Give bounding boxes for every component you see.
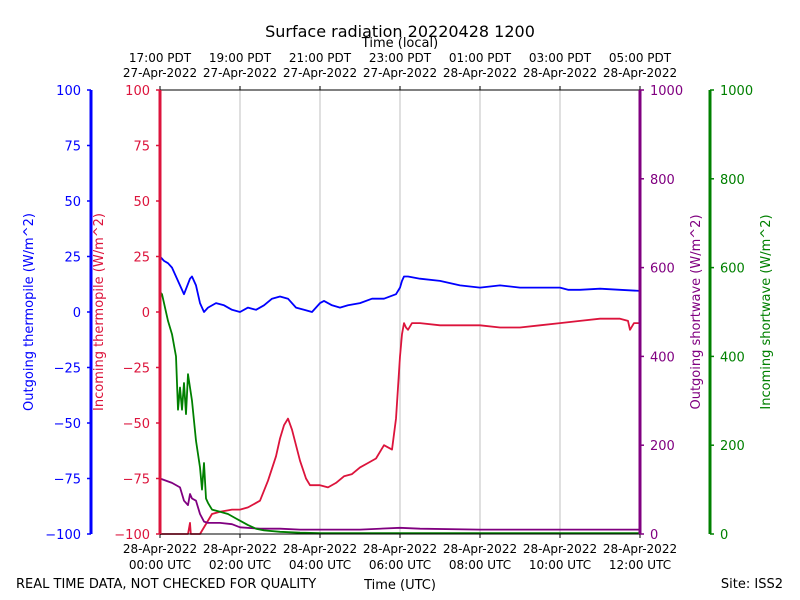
quality-disclaimer: REAL TIME DATA, NOT CHECKED FOR QUALITY: [16, 577, 316, 592]
chart-title: Surface radiation 20220428 1200: [265, 22, 535, 41]
x-tick-label-utc-date: 28-Apr-2022: [123, 542, 197, 556]
y-tick-label-outgoing-shortwave: 200: [650, 439, 675, 454]
y-tick-label-outgoing-shortwave: 600: [650, 262, 675, 277]
x-tick-label-utc-date: 28-Apr-2022: [203, 542, 277, 556]
x-tick-label-utc-date: 28-Apr-2022: [523, 542, 597, 556]
y-tick-label-outgoing-thermopile: 100: [56, 84, 81, 99]
series-incoming-shortwave: [159, 291, 640, 534]
x-tick-label-utc-time: 12:00 UTC: [609, 558, 671, 572]
y-axis-label-outgoing-thermopile: Outgoing thermopile (W/m^2): [22, 213, 37, 411]
y-tick-label-incoming-thermopile: 75: [133, 140, 150, 155]
x-tick-label-local-time: 05:00 PDT: [609, 51, 672, 65]
y-tick-label-outgoing-shortwave: 0: [650, 528, 658, 543]
top-axis-title: Time (local): [361, 36, 438, 51]
series-outgoing-shortwave: [159, 477, 640, 531]
x-tick-label-local-time: 23:00 PDT: [369, 51, 432, 65]
y-tick-label-incoming-shortwave: 400: [720, 350, 745, 365]
x-tick-label-local-date: 27-Apr-2022: [203, 66, 277, 80]
y-tick-label-incoming-thermopile: 25: [133, 251, 150, 266]
y-tick-label-outgoing-thermopile: −75: [54, 473, 81, 488]
x-tick-label-utc-time: 02:00 UTC: [209, 558, 271, 572]
x-tick-label-utc-time: 00:00 UTC: [129, 558, 191, 572]
series-incoming-thermopile: [160, 317, 640, 535]
x-tick-label-utc-time: 08:00 UTC: [449, 558, 511, 572]
y-tick-label-incoming-thermopile: −50: [123, 417, 150, 432]
x-tick-label-utc-date: 28-Apr-2022: [283, 542, 357, 556]
series-outgoing-thermopile: [159, 255, 641, 313]
y-tick-label-incoming-thermopile: 100: [125, 84, 150, 99]
y-axis-label-incoming-shortwave: Incoming shortwave (W/m^2): [759, 214, 774, 409]
x-axis-label: Time (UTC): [363, 578, 436, 593]
y-tick-label-incoming-thermopile: −25: [123, 362, 150, 377]
x-tick-label-local-time: 01:00 PDT: [449, 51, 512, 65]
y-tick-label-incoming-thermopile: −100: [114, 528, 150, 543]
y-tick-label-outgoing-shortwave: 400: [650, 350, 675, 365]
site-label: Site: ISS2: [721, 577, 783, 592]
y-tick-label-outgoing-shortwave: 800: [650, 173, 675, 188]
x-tick-label-utc-date: 28-Apr-2022: [603, 542, 677, 556]
y-tick-label-outgoing-thermopile: 75: [64, 140, 81, 155]
y-tick-label-outgoing-thermopile: 0: [73, 306, 81, 321]
x-tick-label-utc-date: 28-Apr-2022: [363, 542, 437, 556]
y-tick-label-incoming-thermopile: −75: [123, 473, 150, 488]
x-tick-label-utc-time: 04:00 UTC: [289, 558, 351, 572]
x-tick-label-utc-date: 28-Apr-2022: [443, 542, 517, 556]
y-tick-label-outgoing-thermopile: −25: [54, 362, 81, 377]
x-tick-label-local-date: 27-Apr-2022: [363, 66, 437, 80]
x-tick-label-utc-time: 06:00 UTC: [369, 558, 431, 572]
y-tick-label-outgoing-shortwave: 1000: [650, 84, 683, 99]
x-tick-label-utc-time: 10:00 UTC: [529, 558, 591, 572]
x-tick-label-local-time: 19:00 PDT: [209, 51, 272, 65]
y-tick-label-outgoing-thermopile: −100: [45, 528, 81, 543]
y-tick-label-outgoing-thermopile: 25: [64, 251, 81, 266]
x-tick-label-local-date: 27-Apr-2022: [283, 66, 357, 80]
y-tick-label-outgoing-thermopile: −50: [54, 417, 81, 432]
y-tick-label-outgoing-thermopile: 50: [64, 195, 81, 210]
x-tick-label-local-date: 28-Apr-2022: [603, 66, 677, 80]
y-axis-label-outgoing-shortwave: Outgoing shortwave (W/m^2): [689, 214, 704, 409]
x-tick-label-local-time: 03:00 PDT: [529, 51, 592, 65]
y-tick-label-incoming-thermopile: 0: [142, 306, 150, 321]
x-tick-label-local-date: 28-Apr-2022: [443, 66, 517, 80]
y-tick-label-incoming-shortwave: 600: [720, 262, 745, 277]
x-tick-label-local-time: 17:00 PDT: [129, 51, 192, 65]
y-tick-label-incoming-thermopile: 50: [133, 195, 150, 210]
y-tick-label-incoming-shortwave: 200: [720, 439, 745, 454]
y-axis-label-incoming-thermopile: Incoming thermopile (W/m^2): [92, 213, 107, 411]
x-tick-label-local-date: 27-Apr-2022: [123, 66, 197, 80]
y-tick-label-incoming-shortwave: 800: [720, 173, 745, 188]
x-tick-label-local-time: 21:00 PDT: [289, 51, 352, 65]
x-tick-label-local-date: 28-Apr-2022: [523, 66, 597, 80]
y-tick-label-incoming-shortwave: 1000: [720, 84, 753, 99]
y-tick-label-incoming-shortwave: 0: [720, 528, 728, 543]
